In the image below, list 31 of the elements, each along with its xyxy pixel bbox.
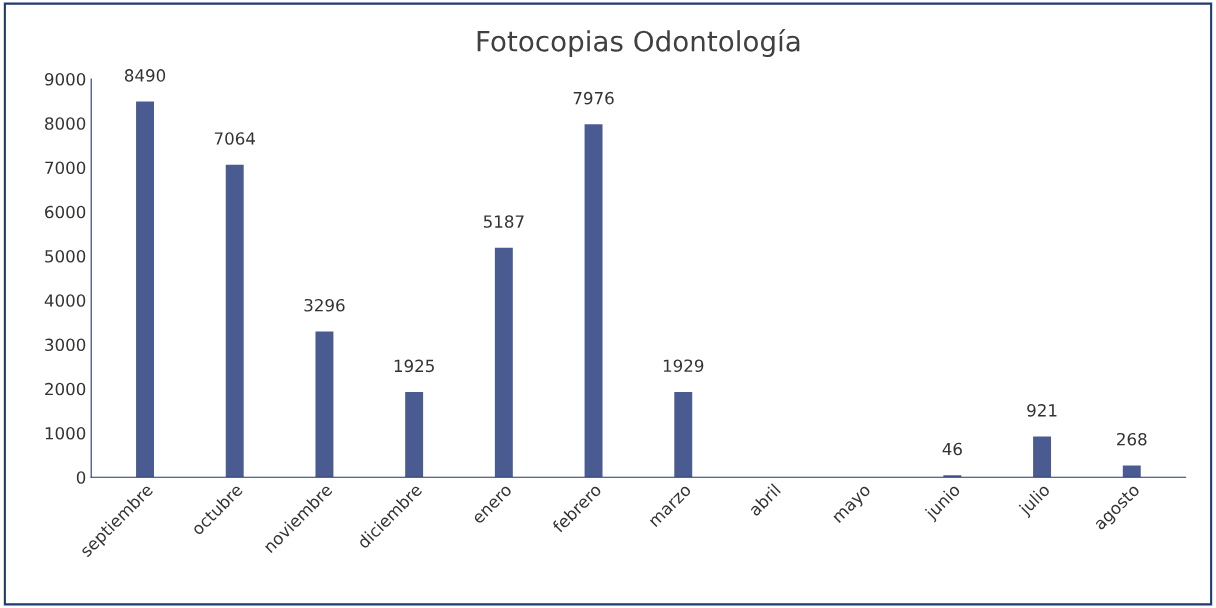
y-tick-label: 8000: [45, 117, 86, 130]
y-tick-label: 2000: [45, 382, 86, 396]
data-label: 268: [1117, 432, 1147, 446]
bar: [1033, 436, 1052, 478]
y-tick-label: 6000: [45, 205, 86, 219]
data-label: 3296: [304, 298, 345, 312]
y-tick-label: 9000: [44, 73, 86, 86]
y-tick-label: 3000: [45, 338, 86, 352]
data-label: 921: [1027, 404, 1057, 417]
bar: [315, 331, 334, 478]
data-label: 8490: [124, 69, 166, 82]
bar: [1122, 465, 1141, 478]
bar: [405, 392, 424, 478]
y-tick-label: 4000: [44, 294, 86, 307]
bar: [136, 101, 154, 478]
data-label: 5187: [483, 215, 524, 228]
bar: [584, 124, 603, 478]
bar: [674, 391, 693, 478]
data-label: 7976: [573, 91, 614, 105]
y-tick-label: 0: [76, 471, 86, 484]
y-tick-label: 7000: [45, 161, 86, 175]
chart-title: Fotocopias Odontología: [477, 29, 800, 58]
data-label: 7064: [214, 132, 255, 145]
data-label: 1925: [394, 359, 434, 373]
bar: [943, 475, 962, 478]
bar: [494, 247, 513, 478]
data-label: 46: [942, 442, 962, 456]
y-tick-label: 1000: [45, 426, 86, 440]
y-tick-label: 5000: [45, 250, 86, 263]
data-label: 1929: [663, 359, 704, 373]
bar: [225, 164, 244, 478]
